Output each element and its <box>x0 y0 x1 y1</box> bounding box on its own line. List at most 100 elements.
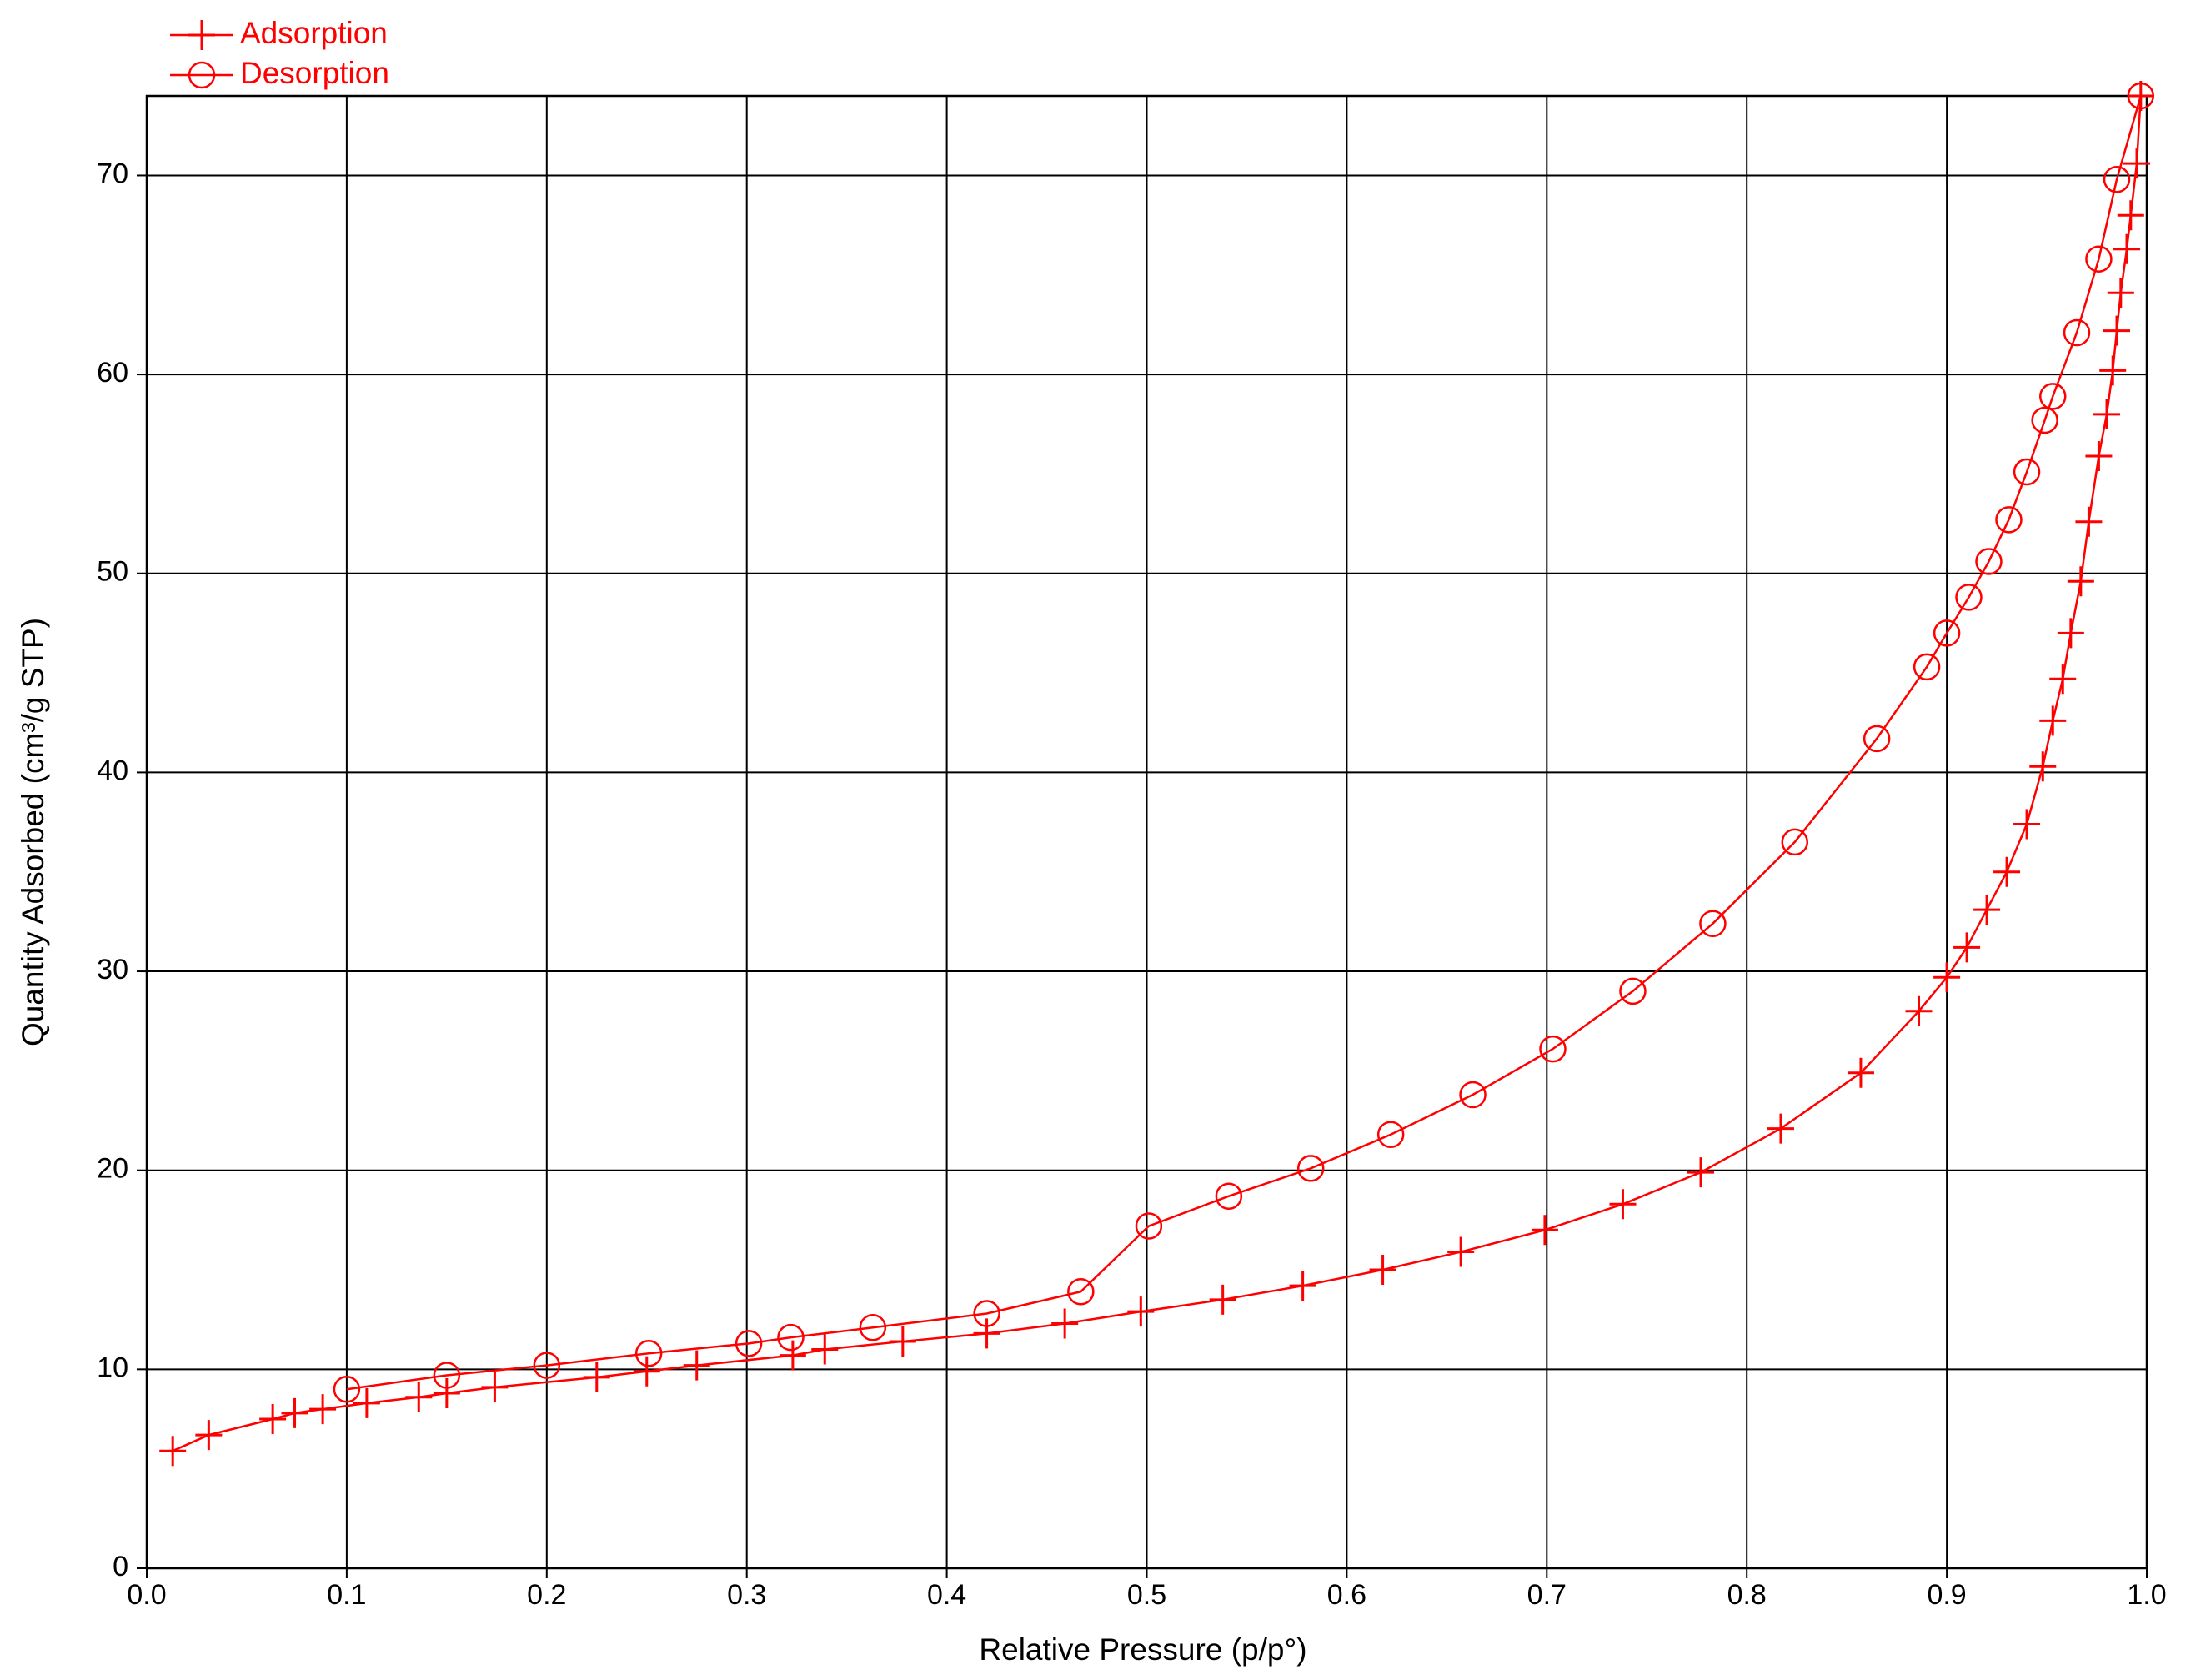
marker <box>1933 619 1961 647</box>
marker <box>2038 383 2067 410</box>
marker <box>1369 1255 1396 1286</box>
marker <box>683 1350 710 1381</box>
marker <box>2099 355 2127 386</box>
marker <box>333 1375 361 1403</box>
marker <box>433 1362 461 1389</box>
legend-label: Desorption <box>240 56 389 90</box>
marker <box>2113 233 2141 264</box>
x-tick-label: 0.3 <box>727 1579 766 1611</box>
marker <box>2123 148 2150 179</box>
x-tick-label: 0.4 <box>927 1579 966 1611</box>
marker <box>1995 506 2023 534</box>
marker <box>2013 809 2041 840</box>
marker <box>259 1404 287 1435</box>
marker <box>633 1356 660 1387</box>
marker <box>481 1372 509 1402</box>
marker <box>1687 1157 1715 1188</box>
y-tick-label: 20 <box>97 1153 128 1185</box>
marker <box>195 1420 223 1451</box>
y-axis-title: Quantity Adsorbed (cm³/g STP) <box>16 618 50 1046</box>
marker <box>2103 315 2131 346</box>
marker <box>2127 82 2155 110</box>
marker <box>1953 932 1981 963</box>
marker <box>533 1352 561 1379</box>
x-tick-label: 0.0 <box>127 1579 166 1611</box>
marker <box>634 1340 663 1367</box>
marker <box>2067 566 2094 597</box>
marker <box>1296 1155 1325 1182</box>
plot-frame <box>145 94 2148 1570</box>
x-tick-label: 0.1 <box>327 1579 366 1611</box>
marker <box>973 1318 1000 1349</box>
marker <box>735 1330 763 1357</box>
y-tick-label: 10 <box>97 1352 128 1383</box>
marker <box>1289 1271 1316 1301</box>
marker <box>1847 1057 1874 1088</box>
marker <box>433 1377 460 1408</box>
marker <box>1215 1182 1243 1210</box>
marker <box>1767 1113 1794 1144</box>
marker <box>973 1300 1000 1327</box>
marker <box>779 1340 806 1371</box>
marker <box>1933 962 1961 993</box>
marker <box>811 1334 839 1365</box>
marker <box>1905 995 1933 1026</box>
marker <box>2039 705 2067 736</box>
marker <box>2029 751 2057 782</box>
x-tick-label: 0.7 <box>1527 1579 1567 1611</box>
marker <box>405 1382 433 1412</box>
marker <box>1863 725 1891 753</box>
marker <box>2057 618 2084 649</box>
marker <box>2049 664 2077 695</box>
marker <box>1973 895 2001 925</box>
marker <box>1955 584 1983 611</box>
y-tick-label: 30 <box>97 954 128 985</box>
marker <box>1781 828 1809 856</box>
y-tick-label: 50 <box>97 556 128 588</box>
x-tick-label: 1.0 <box>2127 1579 2166 1611</box>
x-tick-label: 0.8 <box>1727 1579 1767 1611</box>
marker <box>2085 245 2113 273</box>
marker <box>2075 506 2103 537</box>
y-tick-label: 40 <box>97 755 128 786</box>
x-tick-label: 0.5 <box>1127 1579 1166 1611</box>
marker <box>583 1362 610 1392</box>
marker <box>1135 1212 1163 1240</box>
marker <box>2117 200 2144 231</box>
marker <box>2107 278 2134 308</box>
marker <box>859 1313 887 1341</box>
marker <box>353 1387 380 1418</box>
marker <box>1993 856 2021 887</box>
marker <box>309 1394 337 1425</box>
series-line <box>346 95 2143 1391</box>
marker <box>1539 1035 1567 1063</box>
marker <box>1913 653 1941 681</box>
legend-label: Adsorption <box>240 16 388 50</box>
marker <box>159 1436 187 1467</box>
marker <box>1531 1215 1558 1246</box>
x-tick-label: 0.6 <box>1327 1579 1366 1611</box>
marker <box>188 61 216 89</box>
marker <box>281 1397 308 1428</box>
marker <box>1975 548 2003 575</box>
marker <box>1051 1308 1079 1339</box>
marker <box>2085 440 2113 471</box>
marker <box>1127 1296 1155 1327</box>
marker <box>2013 458 2041 486</box>
marker <box>1376 1121 1405 1148</box>
marker <box>777 1323 805 1352</box>
marker <box>2093 399 2121 429</box>
marker <box>1459 1081 1487 1109</box>
marker <box>1619 977 1647 1005</box>
x-tick-label: 0.2 <box>527 1579 566 1611</box>
x-axis-title: Relative Pressure (p/p°) <box>979 1632 1306 1667</box>
y-tick-label: 60 <box>97 357 128 389</box>
y-tick-label: 70 <box>97 158 128 189</box>
series-line <box>172 95 2143 1452</box>
marker <box>889 1326 916 1357</box>
y-tick-label: 0 <box>113 1551 128 1582</box>
x-tick-label: 0.9 <box>1927 1579 1966 1611</box>
marker <box>1609 1189 1637 1220</box>
marker <box>2103 165 2131 193</box>
